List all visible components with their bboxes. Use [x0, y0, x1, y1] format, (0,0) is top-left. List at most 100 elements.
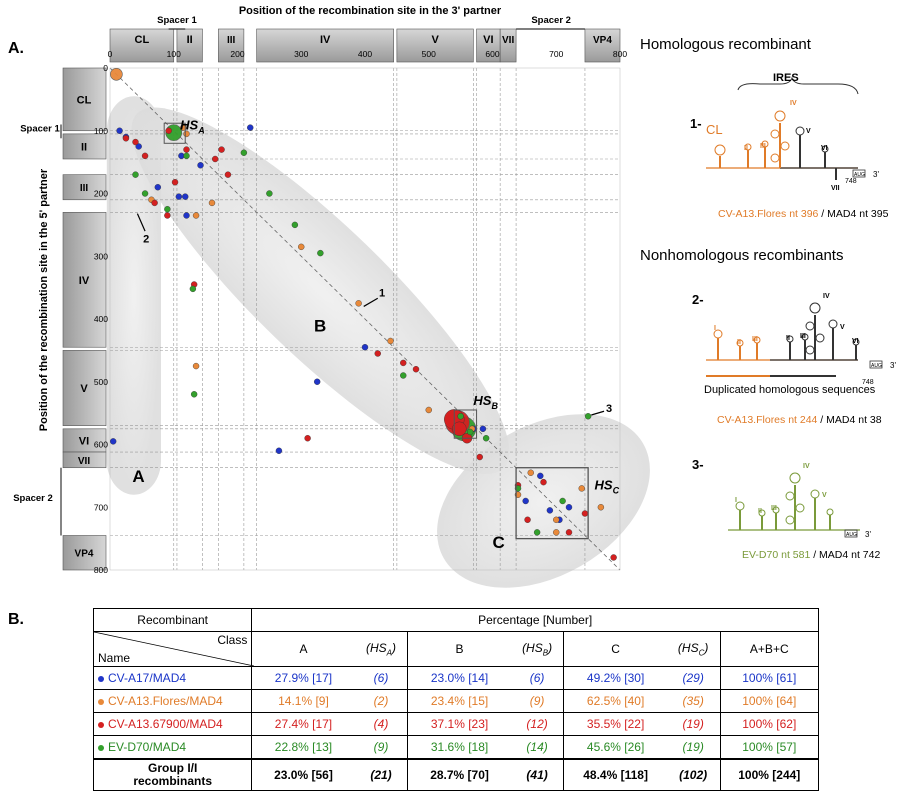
hotspot-sub: A	[197, 125, 205, 135]
group-a-region	[106, 96, 161, 495]
cell-a: 27.9% [17]	[251, 666, 355, 690]
data-point	[151, 199, 158, 207]
x-tick-label: 500	[422, 49, 436, 59]
y-axis-title: Position of the recombination site in th…	[38, 168, 50, 431]
diagram-2-domain-iv-bulge	[805, 345, 815, 355]
hotspot-b-box	[453, 409, 478, 439]
hotspot-a-box	[163, 122, 186, 144]
row-name: CV-A13.67900/MAD4	[108, 717, 223, 731]
diagram-1-cloverleaf	[714, 144, 726, 156]
total-hsb: (41)	[510, 758, 565, 791]
caption-1: CV-A13.Flores nt 396 / MAD4 nt 395	[718, 208, 889, 220]
group-c-label: C	[493, 533, 505, 552]
diagram-1-label-vii: VII	[831, 185, 840, 192]
group-c-region	[437, 414, 650, 588]
diagram-2-label-iii: III	[752, 336, 758, 343]
data-point	[553, 516, 560, 523]
spacer-1-top-label: Spacer 1	[157, 15, 197, 26]
data-point	[132, 138, 139, 146]
panel-a-label: A.	[8, 40, 24, 57]
data-point	[135, 143, 142, 150]
x-tick-label: 200	[230, 49, 244, 59]
region-box-top	[396, 28, 474, 63]
diagram-2-domain-vi-loop	[852, 338, 860, 346]
diagram-2-label-v: V	[840, 324, 845, 331]
diagram-3-domain-iv-bulge	[785, 515, 795, 525]
diagram-1-label-ii: II	[744, 145, 748, 152]
diagram-3-label-iii: III	[771, 505, 777, 512]
region-label-top: II	[187, 34, 193, 46]
region-box-left	[62, 133, 107, 160]
data-point	[578, 485, 585, 492]
diagram-3-domain-iii-loop	[772, 506, 780, 514]
diagram-1-domain-iv-bulge	[770, 153, 780, 163]
duplicated-sequences-label: Duplicated homologous sequences	[704, 384, 876, 396]
big-marker	[110, 67, 123, 81]
data-point	[584, 413, 592, 420]
region-label-top: III	[227, 35, 236, 46]
region-label-top: IV	[320, 34, 331, 46]
x-tick-label: 800	[613, 49, 627, 59]
data-point	[192, 212, 200, 219]
diagram-2-label-ii: II	[737, 339, 741, 346]
data-point	[527, 469, 534, 476]
region-label-top: VI	[483, 34, 493, 46]
region-box-left	[62, 212, 107, 348]
caption-3: EV-D70 nt 581 / MAD4 nt 742	[742, 549, 881, 561]
region-label-left: VI	[79, 435, 89, 447]
arrow-3	[591, 410, 605, 416]
diagram-2-domain-iii-loop	[753, 336, 761, 344]
header-col-hsb: (HSB)	[510, 631, 565, 667]
data-point	[361, 344, 369, 351]
total-sum: 100% [244]	[719, 758, 820, 791]
diagram-1-748: 748	[845, 178, 857, 185]
total-name: Group I/I recombinants	[92, 758, 253, 791]
data-point	[298, 243, 305, 251]
diagram-3-label-iv: IV	[803, 463, 810, 470]
aug-box	[844, 529, 858, 538]
hotspot-sub: C	[613, 486, 620, 496]
panel-b-label: B.	[8, 611, 24, 628]
header-col-total: A+B+C	[719, 631, 820, 667]
data-point	[387, 337, 394, 345]
data-point	[165, 127, 172, 134]
y-tick-label: 800	[94, 565, 108, 575]
data-point	[565, 529, 573, 536]
diagram-2-domain-i-loop	[713, 329, 723, 339]
table-total-row: Group I/I recombinants 23.0% [56] (21) 28…	[92, 758, 820, 791]
data-point	[559, 497, 566, 505]
diagram-3-domain-iv-top	[789, 472, 801, 484]
data-point	[317, 249, 324, 257]
diagonal-divider	[94, 632, 254, 666]
aug-box	[869, 360, 883, 369]
arrow-2-label: 2	[143, 233, 149, 245]
data-point	[524, 516, 531, 523]
header-col-b: B	[407, 631, 511, 667]
region-label-top: V	[431, 34, 439, 46]
diagram-1-domain-iii-loop	[761, 140, 769, 148]
region-label-left: II	[81, 141, 87, 153]
header-class-name: Class Name	[92, 631, 254, 667]
cell-hsa: (4)	[354, 712, 409, 736]
diagram-1-domain-v-loop	[795, 126, 805, 136]
series-dot	[98, 744, 104, 751]
diagram-2-domain-iv-bulge	[805, 321, 815, 331]
cell-hsb: (12)	[510, 712, 565, 736]
hotspot-main: HS	[180, 117, 198, 132]
cell-b: 23.0% [14]	[407, 666, 511, 690]
cell-b: 23.4% [15]	[407, 689, 511, 713]
hotspot-sub: B	[491, 401, 498, 411]
cell-hsb: (6)	[510, 666, 565, 690]
diagram-1-domain-ii-loop	[744, 143, 752, 151]
cell-hsa: (6)	[354, 666, 409, 690]
data-point	[183, 212, 190, 219]
diagonal-line	[109, 67, 621, 571]
total-c: 48.4% [118]	[563, 758, 667, 791]
total-hsc: (102)	[666, 758, 721, 791]
diagram-2-domain-v-loop	[828, 319, 838, 329]
data-point	[116, 127, 123, 134]
diagram-1-number: 1-	[690, 116, 702, 131]
region-box-left	[62, 535, 107, 571]
arrow-1	[363, 297, 379, 307]
data-point	[164, 205, 171, 213]
